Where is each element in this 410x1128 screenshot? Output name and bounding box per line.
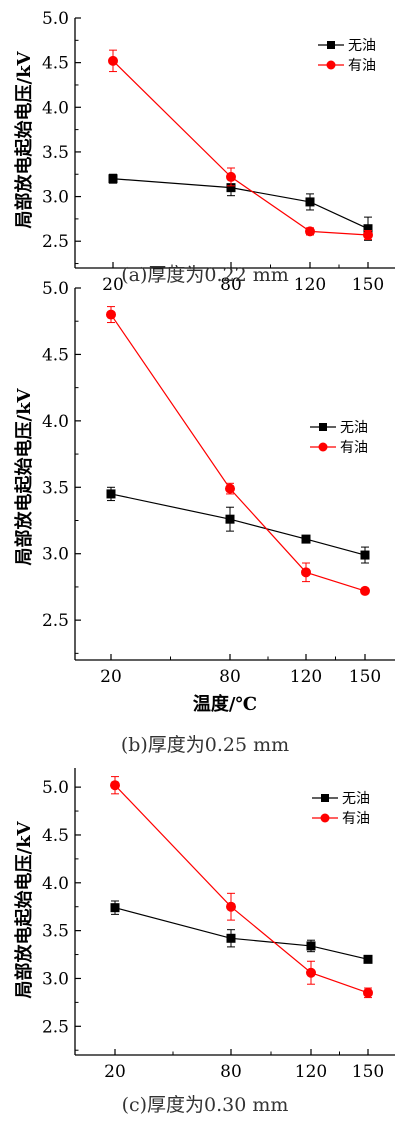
chart-panel-c: 2.53.03.54.04.55.02080120150温度/℃局部放电起始电压…	[0, 750, 410, 1108]
legend-marker-circle	[326, 60, 336, 70]
data-point-circle	[108, 55, 118, 66]
legend-label: 无油	[340, 420, 368, 436]
data-point-circle	[306, 967, 316, 978]
data-point-square	[110, 903, 120, 913]
data-point-square	[106, 489, 116, 499]
y-tick-label: 5.0	[42, 9, 69, 29]
y-tick-label: 4.0	[42, 412, 69, 432]
caption-b: (b)厚度为0.25 mm	[120, 734, 290, 756]
y-tick-label: 3.0	[42, 969, 69, 989]
legend-marker-square	[327, 41, 335, 49]
data-point-circle	[360, 585, 370, 596]
data-point-square	[306, 941, 316, 951]
series-line-no-oil	[114, 907, 369, 960]
y-tick-label: 5.0	[42, 778, 69, 798]
chart-b-svg: 2.5 3.0 3.5 4.0 4.5 5.0 20 80 120 150 温度/℃ 局部放电起始电压…	[13, 279, 395, 715]
y-tick-label: 3.5	[42, 143, 69, 163]
chart-c-svg: 2.53.03.54.04.55.02080120150温度/℃局部放电起始电压…	[13, 768, 395, 1108]
data-point-square	[226, 183, 236, 193]
y-tick-label: 4.0	[42, 98, 69, 118]
chart-panel-a: 2.53.03.54.04.55.02080120150温度/℃局部放电起始电压…	[0, 0, 410, 321]
y-axis-label: 局部放电起始电压/kV	[13, 820, 35, 998]
chart-panel-b: 2.5 3.0 3.5 4.0 4.5 5.0 20 80 120 150 温度/℃ 局部放电起始电压…	[0, 272, 410, 715]
series-line-with-oil	[114, 784, 369, 994]
x-tick-label: 20	[100, 667, 122, 687]
legend-marker-circle	[320, 813, 330, 823]
x-tick-label: 80	[220, 275, 242, 295]
series-line-no-oil	[112, 178, 369, 230]
x-tick-label: 120	[295, 1062, 327, 1080]
y-tick-label: 2.5	[42, 611, 69, 631]
x-tick-label: 120	[290, 667, 322, 687]
chart-a-svg: 2.53.03.54.04.55.02080120150温度/℃局部放电起始电压…	[13, 9, 395, 321]
y-tick-label: 4.5	[42, 826, 69, 846]
data-point-square	[301, 534, 311, 544]
legend-label: 有油	[342, 811, 370, 827]
legend-marker-circle	[318, 442, 328, 452]
data-point-circle	[363, 229, 373, 240]
data-point-circle	[363, 987, 373, 998]
x-tick-label: 20	[102, 275, 124, 295]
data-point-circle	[301, 567, 311, 578]
y-tick-label: 3.0	[42, 545, 69, 565]
data-point-square	[363, 224, 373, 234]
data-point-circle	[225, 483, 235, 494]
legend-label: 无油	[342, 791, 370, 807]
data-point-square	[305, 197, 315, 207]
y-tick-label: 3.0	[42, 188, 69, 208]
x-axis-label: 温度/℃	[193, 693, 257, 712]
data-point-circle	[110, 780, 120, 791]
x-tick-label: 80	[220, 1062, 242, 1080]
legend-label: 有油	[348, 58, 376, 74]
y-tick-label: 3.5	[42, 478, 69, 498]
y-tick-label: 5.0	[42, 279, 69, 299]
data-point-circle	[305, 226, 315, 237]
legend-label: 无油	[348, 38, 376, 54]
y-tick-label: 2.5	[42, 1017, 69, 1037]
y-tick-label: 2.5	[42, 232, 69, 252]
y-tick-label: 4.0	[42, 874, 69, 894]
y-tick-label: 4.5	[42, 345, 69, 365]
legend-label: 有油	[340, 440, 368, 456]
y-axis-label: 局部放电起始电压/kV	[13, 50, 35, 228]
data-point-circle	[226, 901, 236, 912]
x-tick-label: 20	[104, 1062, 126, 1080]
caption-c: (c)厚度为0.30 mm	[121, 1094, 289, 1116]
data-point-square	[360, 550, 370, 560]
data-point-square	[226, 933, 236, 943]
data-point-circle	[106, 309, 116, 320]
legend-marker-square	[319, 423, 327, 431]
data-point-square	[108, 174, 118, 184]
series-line-with-oil	[112, 60, 369, 236]
data-point-square	[363, 954, 373, 964]
x-tick-label: 150	[352, 275, 384, 295]
series-line-no-oil	[110, 493, 366, 556]
y-tick-label: 3.5	[42, 922, 69, 942]
x-tick-label: 150	[349, 667, 381, 687]
y-axis-label: 局部放电起始电压/kV	[13, 387, 35, 565]
x-tick-label: 80	[219, 667, 241, 687]
series-line-with-oil	[110, 314, 366, 592]
x-tick-label: 120	[294, 275, 326, 295]
data-point-square	[225, 514, 235, 524]
legend-marker-square	[321, 794, 329, 802]
data-point-circle	[226, 171, 236, 182]
y-tick-label: 4.5	[42, 54, 69, 74]
x-tick-label: 150	[352, 1062, 384, 1080]
caption-a: (a)厚度为0.22 mm	[121, 264, 289, 286]
